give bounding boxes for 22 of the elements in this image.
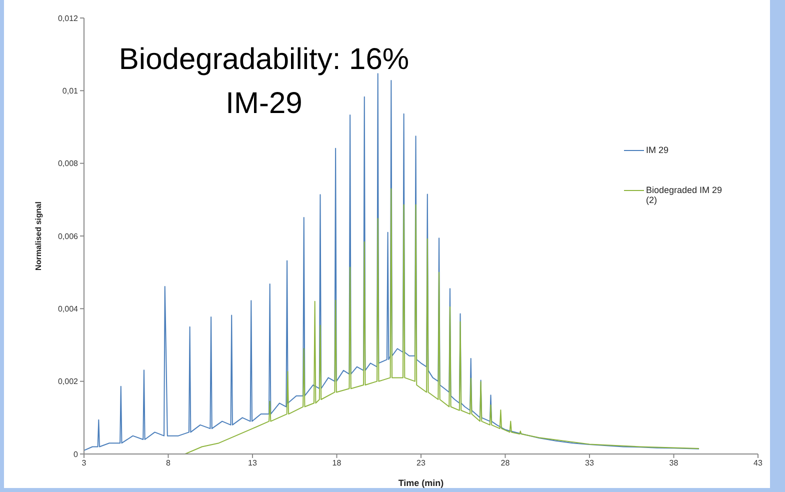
x-tick-label: 8	[166, 458, 172, 468]
y-tick-label: 0,008	[58, 159, 79, 168]
y-axis-title: Normalised signal	[34, 202, 43, 270]
x-tick-label: 3	[82, 458, 87, 468]
x-axis-title: Time (min)	[398, 478, 444, 488]
y-tick-label: 0,002	[58, 377, 79, 386]
text: IM-29	[226, 87, 302, 120]
y-tick-label: 0,004	[58, 304, 79, 314]
y-tick-label: 0,012	[58, 14, 79, 23]
y-tick-label: 0,006	[58, 232, 79, 241]
x-tick-label: 33	[585, 458, 594, 468]
x-tick-label: 13	[248, 458, 258, 468]
y-tick-label: 0	[74, 450, 79, 459]
x-tick-label: 43	[754, 458, 763, 468]
text: Biodegradability: 16%	[118, 42, 410, 78]
x-tick-label: 28	[500, 458, 510, 468]
y-tick-label: 0,01	[62, 86, 79, 96]
x-tick-label: 18	[332, 458, 342, 468]
x-tick-label: 23	[416, 458, 426, 468]
legend-label: IM 29	[646, 145, 669, 155]
legend-label: Biodegraded IM 29 (2)	[646, 185, 724, 205]
x-tick-label: 38	[669, 458, 679, 468]
